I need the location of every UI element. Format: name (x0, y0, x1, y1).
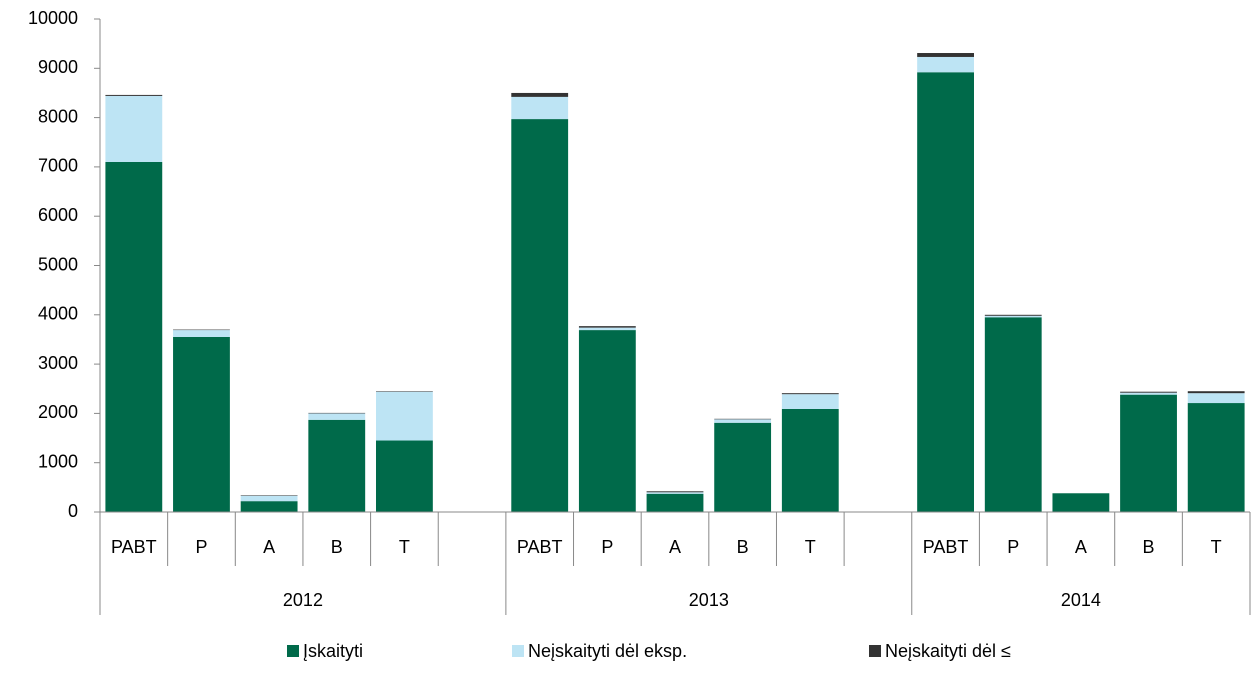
group-label: 2013 (689, 590, 729, 610)
bar-segment (105, 95, 162, 96)
bar-segment (579, 328, 636, 330)
bar-segment (511, 97, 568, 119)
y-tick-label: 3000 (38, 353, 78, 373)
y-tick-label: 10000 (28, 8, 78, 28)
x-tick-label: A (263, 537, 275, 557)
legend-label: Neįskaityti dėl eksp. (528, 641, 687, 661)
bar-segment (1120, 392, 1177, 393)
x-tick-label: A (669, 537, 681, 557)
bar-segment (511, 119, 568, 512)
bar-segment (1188, 403, 1245, 512)
bar-segment (579, 326, 636, 327)
bar-segment (917, 53, 974, 57)
x-tick-label: P (195, 537, 207, 557)
y-tick-label: 1000 (38, 451, 78, 471)
y-tick-label: 7000 (38, 156, 78, 176)
y-tick-label: 9000 (38, 57, 78, 77)
bar-segment (782, 394, 839, 409)
bar-segment (1120, 393, 1177, 395)
bar-segment (985, 315, 1042, 316)
bar-segment (1052, 493, 1109, 512)
bar-segment (782, 409, 839, 512)
x-tick-label: PABT (111, 537, 157, 557)
bar-segment (1188, 391, 1245, 393)
bar-segment (173, 337, 230, 512)
bar-segment (1120, 395, 1177, 512)
x-tick-label: PABT (517, 537, 563, 557)
bar-segment (714, 419, 771, 422)
group-label: 2012 (283, 590, 323, 610)
bar-segment (105, 96, 162, 162)
bar-segment (308, 420, 365, 512)
bar-segment (985, 316, 1042, 317)
x-tick-label: B (737, 537, 749, 557)
x-tick-label: T (399, 537, 410, 557)
legend-swatch (512, 645, 524, 657)
y-tick-label: 4000 (38, 304, 78, 324)
x-tick-label: PABT (923, 537, 969, 557)
bar-segment (647, 494, 704, 512)
legend-label: Neįskaityti dėl ≤ (885, 641, 1011, 661)
bar-segment (579, 330, 636, 512)
legend-swatch (287, 645, 299, 657)
bar-segment (241, 501, 298, 512)
y-tick-label: 0 (68, 501, 78, 521)
bar-segment (647, 492, 704, 493)
x-tick-label: T (1211, 537, 1222, 557)
bar-segment (105, 162, 162, 512)
x-tick-label: T (805, 537, 816, 557)
bar-segment (173, 330, 230, 337)
y-tick-label: 2000 (38, 402, 78, 422)
bar-segment (376, 441, 433, 512)
group-label: 2014 (1061, 590, 1101, 610)
bar-segment (917, 57, 974, 72)
bar-segment (917, 72, 974, 512)
y-tick-label: 8000 (38, 106, 78, 126)
bar-segment (985, 317, 1042, 512)
x-tick-label: B (1143, 537, 1155, 557)
x-tick-label: B (331, 537, 343, 557)
bar-segment (782, 393, 839, 394)
bar-segment (308, 413, 365, 419)
bar-segment (714, 423, 771, 512)
bar-segment (647, 491, 704, 492)
bar-segment (511, 93, 568, 97)
y-tick-label: 5000 (38, 254, 78, 274)
bar-segment (376, 392, 433, 441)
legend-label: Įskaityti (303, 641, 363, 661)
y-tick-label: 6000 (38, 205, 78, 225)
x-tick-label: A (1075, 537, 1087, 557)
bar-segment (241, 496, 298, 501)
legend-swatch (869, 645, 881, 657)
x-tick-label: P (601, 537, 613, 557)
x-tick-label: P (1007, 537, 1019, 557)
bar-segment (1188, 393, 1245, 403)
